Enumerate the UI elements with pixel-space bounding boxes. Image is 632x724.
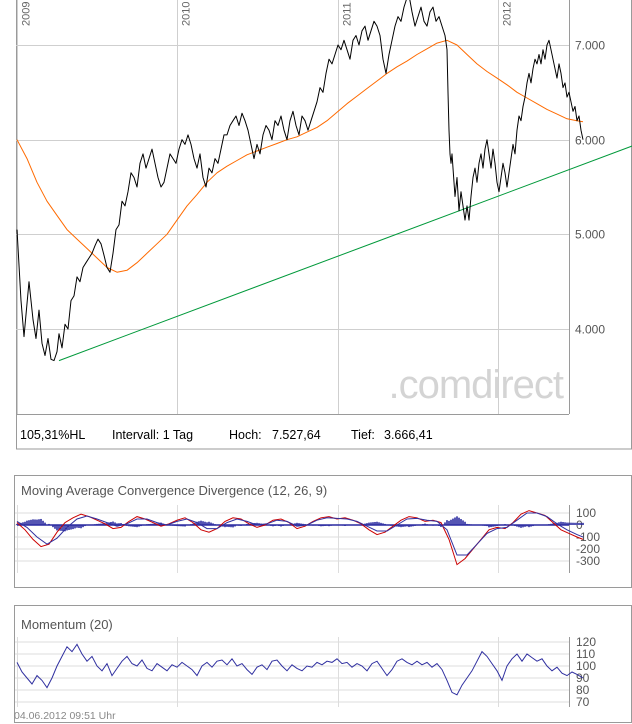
low-value: 3.666,41 xyxy=(384,428,433,442)
macd-tick-label: -100 xyxy=(576,530,600,544)
year-label: 2011 xyxy=(342,2,354,26)
price-tick-label: 7.000 xyxy=(575,39,605,53)
macd-tick-label: -200 xyxy=(576,542,600,556)
price-tick-label: 5.000 xyxy=(575,228,605,242)
price-tick-label: 4.000 xyxy=(575,323,605,337)
momentum-tick-label: 100 xyxy=(576,659,596,673)
momentum-tick-label: 110 xyxy=(576,647,595,661)
macd-grid xyxy=(15,505,569,573)
price-series xyxy=(16,0,632,362)
momentum-tick-label: 120 xyxy=(576,635,596,649)
price-line xyxy=(16,0,584,362)
low-label: Tief: xyxy=(351,428,375,442)
info-row: 105,31%HL Intervall: 1 Tag Hoch: 7.527,6… xyxy=(20,428,433,442)
momentum-series xyxy=(16,643,584,696)
high-label: Hoch: xyxy=(229,428,262,442)
momentum-line xyxy=(16,643,584,696)
momentum-tick-label: 70 xyxy=(576,695,590,709)
momentum-tick-label: 80 xyxy=(576,683,590,697)
year-labels: 2009 2010 2011 2012 xyxy=(21,2,514,26)
macd-title: Moving Average Convergence Divergence (1… xyxy=(21,483,327,498)
macd-series xyxy=(16,510,584,566)
year-label: 2012 xyxy=(502,2,514,26)
percent-hl: 105,31%HL xyxy=(20,428,85,442)
trend-line xyxy=(58,145,632,362)
price-grid xyxy=(16,0,569,414)
macd-panel: Moving Average Convergence Divergence (1… xyxy=(14,475,632,588)
momentum-title: Momentum (20) xyxy=(21,617,113,632)
interval-label: Intervall: 1 Tag xyxy=(112,428,193,442)
timestamp: 04.06.2012 09:51 Uhr xyxy=(14,710,116,722)
macd-y-axis: 1000-100-200-300 xyxy=(576,506,600,568)
comdirect-watermark: .comdirect xyxy=(389,363,564,407)
macd-line xyxy=(16,512,584,556)
macd-tick-label: 100 xyxy=(576,506,596,520)
price-y-axis: 7.000 6.000 5.000 4.000 xyxy=(575,39,605,337)
price-tick-label: 6.000 xyxy=(575,134,605,148)
price-chart: 2009 2010 2011 2012 7.000 6.000 5.000 4.000 .c… xyxy=(16,0,632,450)
macd-tick-label: -300 xyxy=(576,554,600,568)
macd-signal-line xyxy=(16,510,584,566)
year-label: 2009 xyxy=(21,2,33,26)
moving-average-line xyxy=(16,39,584,273)
year-label: 2010 xyxy=(181,2,193,26)
momentum-grid xyxy=(15,637,569,707)
high-value: 7.527,64 xyxy=(272,428,321,442)
